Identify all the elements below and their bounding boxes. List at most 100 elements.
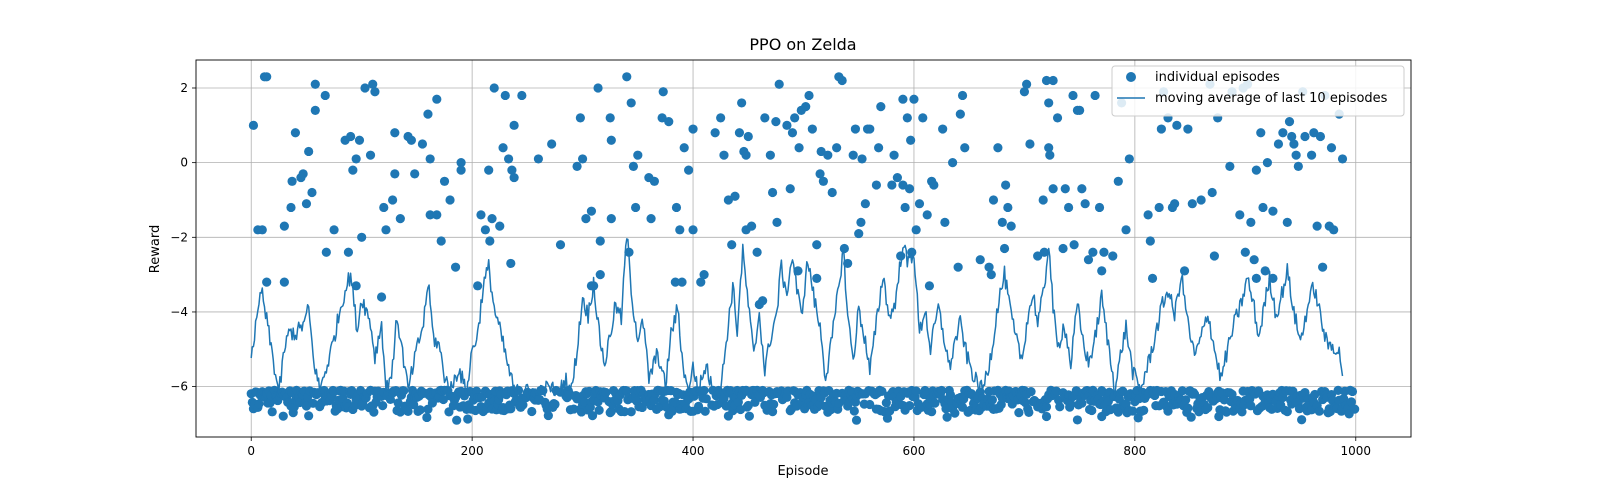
scatter-point: [955, 109, 965, 119]
scatter-point: [1315, 131, 1326, 142]
scatter-point: [918, 113, 928, 123]
axis-ticks: 0 200 400 600 800 1000 −6 −4 −2 0 2: [170, 81, 1371, 458]
scatter-point: [860, 199, 870, 209]
scatter-point: [343, 247, 354, 257]
scatter-point: [376, 292, 387, 302]
scatter-point: [1172, 120, 1182, 130]
scatter-point: [664, 116, 674, 127]
scatter-point: [395, 214, 405, 224]
scatter-point: [984, 262, 994, 272]
scatter-point: [1350, 404, 1360, 414]
scatter-point: [1006, 221, 1016, 231]
x-tick-label: 1000: [1340, 444, 1371, 458]
moving-average-line: [250, 238, 1344, 397]
scatter-point: [812, 273, 822, 283]
scatter-point: [765, 150, 775, 160]
y-tick-label: −2: [170, 230, 188, 244]
scatter-point: [896, 251, 906, 261]
scatter-point: [1014, 408, 1024, 418]
scatter-point: [874, 143, 884, 153]
scatter-point: [677, 277, 687, 287]
scatter-point: [518, 400, 528, 410]
scatter-point: [1284, 116, 1295, 127]
scatter-point: [907, 247, 917, 257]
scatter-point: [909, 94, 919, 104]
scatter-point: [369, 407, 379, 417]
scatter-point: [1077, 184, 1087, 194]
scatter-point: [807, 124, 817, 134]
scatter-point: [1289, 139, 1299, 149]
scatter-point: [727, 240, 737, 250]
scatter-point: [1246, 217, 1256, 227]
scatter-point: [320, 90, 330, 101]
scatter-point: [572, 161, 582, 171]
scatter-point: [1312, 221, 1322, 231]
scatter-point: [930, 398, 940, 408]
scatter-point: [1306, 150, 1317, 160]
scatter-point: [988, 195, 999, 205]
scatter-point: [1080, 199, 1090, 209]
scatter-point: [1268, 206, 1278, 216]
scatter-point: [911, 225, 921, 235]
scatter-point: [473, 281, 483, 291]
scatter-point: [1273, 139, 1284, 149]
scatter-point: [1097, 266, 1107, 276]
scatter-point: [699, 385, 709, 396]
scatter-point: [1249, 255, 1259, 265]
scatter-point: [390, 169, 400, 179]
scatter-point: [321, 247, 331, 257]
scatter-point: [942, 412, 952, 422]
scatter-point: [351, 281, 361, 291]
scatter-point: [1177, 386, 1187, 396]
scatter-point: [940, 217, 950, 227]
scatter-point: [1044, 98, 1054, 108]
scatter-point: [310, 105, 320, 115]
scatter-point: [495, 221, 505, 231]
x-tick-label: 200: [461, 444, 484, 458]
scatter-point: [936, 385, 947, 396]
y-tick-label: 0: [180, 156, 188, 170]
scatter-point: [1090, 90, 1100, 101]
scatter-point: [850, 124, 861, 134]
scatter-point: [1156, 124, 1166, 134]
scatter-highlight-points: [248, 72, 1348, 425]
scatter-point: [1326, 143, 1337, 153]
scatter-point: [257, 225, 267, 235]
scatter-point: [399, 386, 409, 396]
scatter-point: [675, 225, 685, 235]
scatter-point: [1066, 399, 1076, 409]
scatter-point: [646, 214, 656, 224]
scatter-point: [581, 214, 591, 224]
scatter-point: [710, 128, 720, 138]
scatter-point: [737, 98, 747, 108]
y-axis-label: Reward: [148, 225, 163, 273]
scatter-point: [360, 83, 370, 93]
scatter-point: [953, 262, 963, 272]
scatter-point: [543, 410, 553, 421]
scatter-point: [262, 72, 272, 82]
scatter-point: [354, 135, 365, 145]
scatter-point: [752, 247, 762, 257]
scatter-point: [1240, 247, 1250, 257]
scatter-point: [699, 270, 709, 280]
scatter-point: [357, 232, 367, 242]
scatter-point: [301, 199, 312, 209]
scatter-point: [484, 165, 494, 175]
scatter-point: [287, 176, 297, 186]
scatter-point: [904, 401, 915, 411]
scatter-point: [1068, 90, 1078, 101]
scatter-point: [628, 161, 639, 171]
scatter-point: [1209, 251, 1219, 261]
scatter-point: [507, 165, 517, 175]
scatter-point: [555, 240, 566, 250]
scatter-point: [595, 236, 605, 246]
scatter-point: [744, 411, 754, 421]
scatter-point: [900, 202, 910, 213]
scatter-point: [1183, 403, 1193, 413]
scatter-point: [927, 407, 937, 417]
scatter-point: [1183, 124, 1193, 134]
scatter-point: [741, 150, 751, 160]
scatter-point: [1300, 131, 1310, 142]
scatter-point: [1063, 202, 1074, 213]
scatter-point: [1113, 176, 1123, 186]
